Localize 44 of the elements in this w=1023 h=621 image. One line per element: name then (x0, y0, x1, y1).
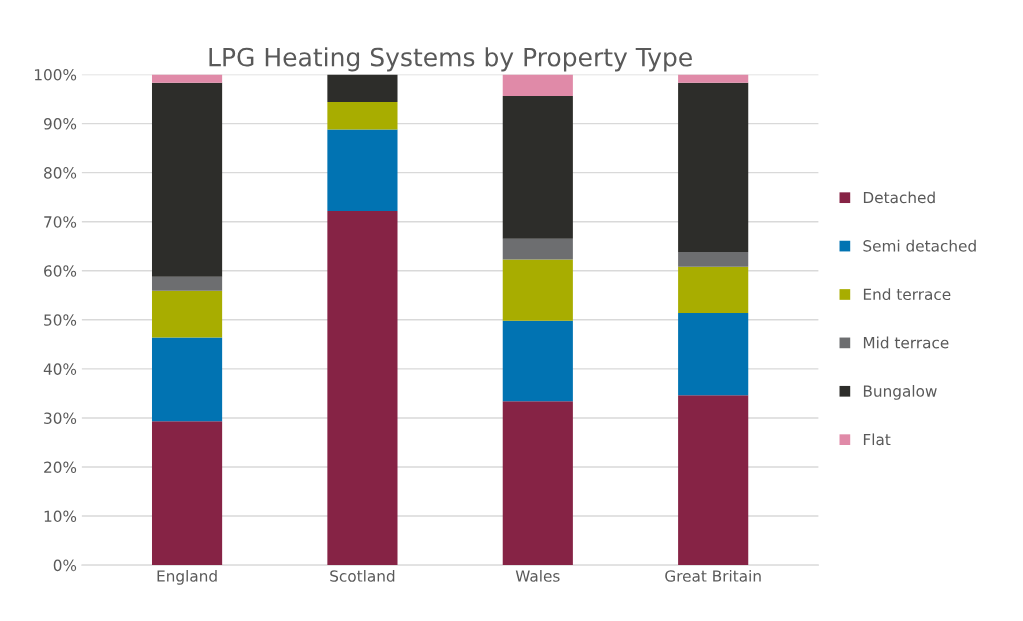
y-tick-label: 50% (44, 314, 77, 326)
y-tick-label: 10% (44, 510, 77, 523)
legend-label: Bungalow (863, 385, 937, 400)
bar (678, 74, 749, 83)
bar (151, 82, 223, 277)
legend-label: Semi detached (863, 239, 976, 252)
legend-label: End terrace (863, 288, 951, 301)
bar (151, 421, 223, 566)
bar (151, 337, 223, 422)
bar (502, 238, 573, 260)
x-tick-label: Great Britain (665, 569, 761, 582)
y-tick-label: 40% (43, 363, 77, 375)
y-tick-label: 0% (53, 559, 77, 572)
bar (678, 82, 749, 253)
y-tick-label: 60% (44, 265, 77, 277)
bar (327, 101, 398, 130)
y-tick-label: 100% (34, 68, 77, 81)
bar (151, 290, 223, 338)
bar (678, 312, 749, 396)
legend-label: Mid terrace (863, 336, 949, 349)
bar (678, 266, 749, 313)
y-tick-label: 80% (44, 167, 77, 179)
bar (327, 129, 398, 211)
chart-title: LPG Heating Systems by Property Type (209, 47, 692, 72)
legend-label: Detached (863, 191, 935, 204)
bar (502, 320, 573, 402)
x-tick-label: Scotland (330, 569, 395, 582)
bar (502, 259, 573, 321)
bar (151, 276, 223, 291)
bar (678, 395, 749, 566)
x-tick-label: Wales (515, 569, 560, 582)
bar (151, 74, 223, 83)
bar (327, 210, 398, 566)
bar (678, 252, 749, 267)
legend-label: Flat (863, 433, 891, 446)
bar (327, 74, 398, 102)
y-tick-label: 90% (43, 118, 77, 130)
bar (502, 96, 573, 239)
bar (502, 74, 573, 97)
y-tick-label: 70% (44, 216, 77, 228)
x-tick-label: England (157, 569, 217, 585)
bar (502, 401, 573, 566)
y-tick-label: 20% (44, 461, 77, 474)
y-tick-label: 30% (44, 412, 77, 424)
